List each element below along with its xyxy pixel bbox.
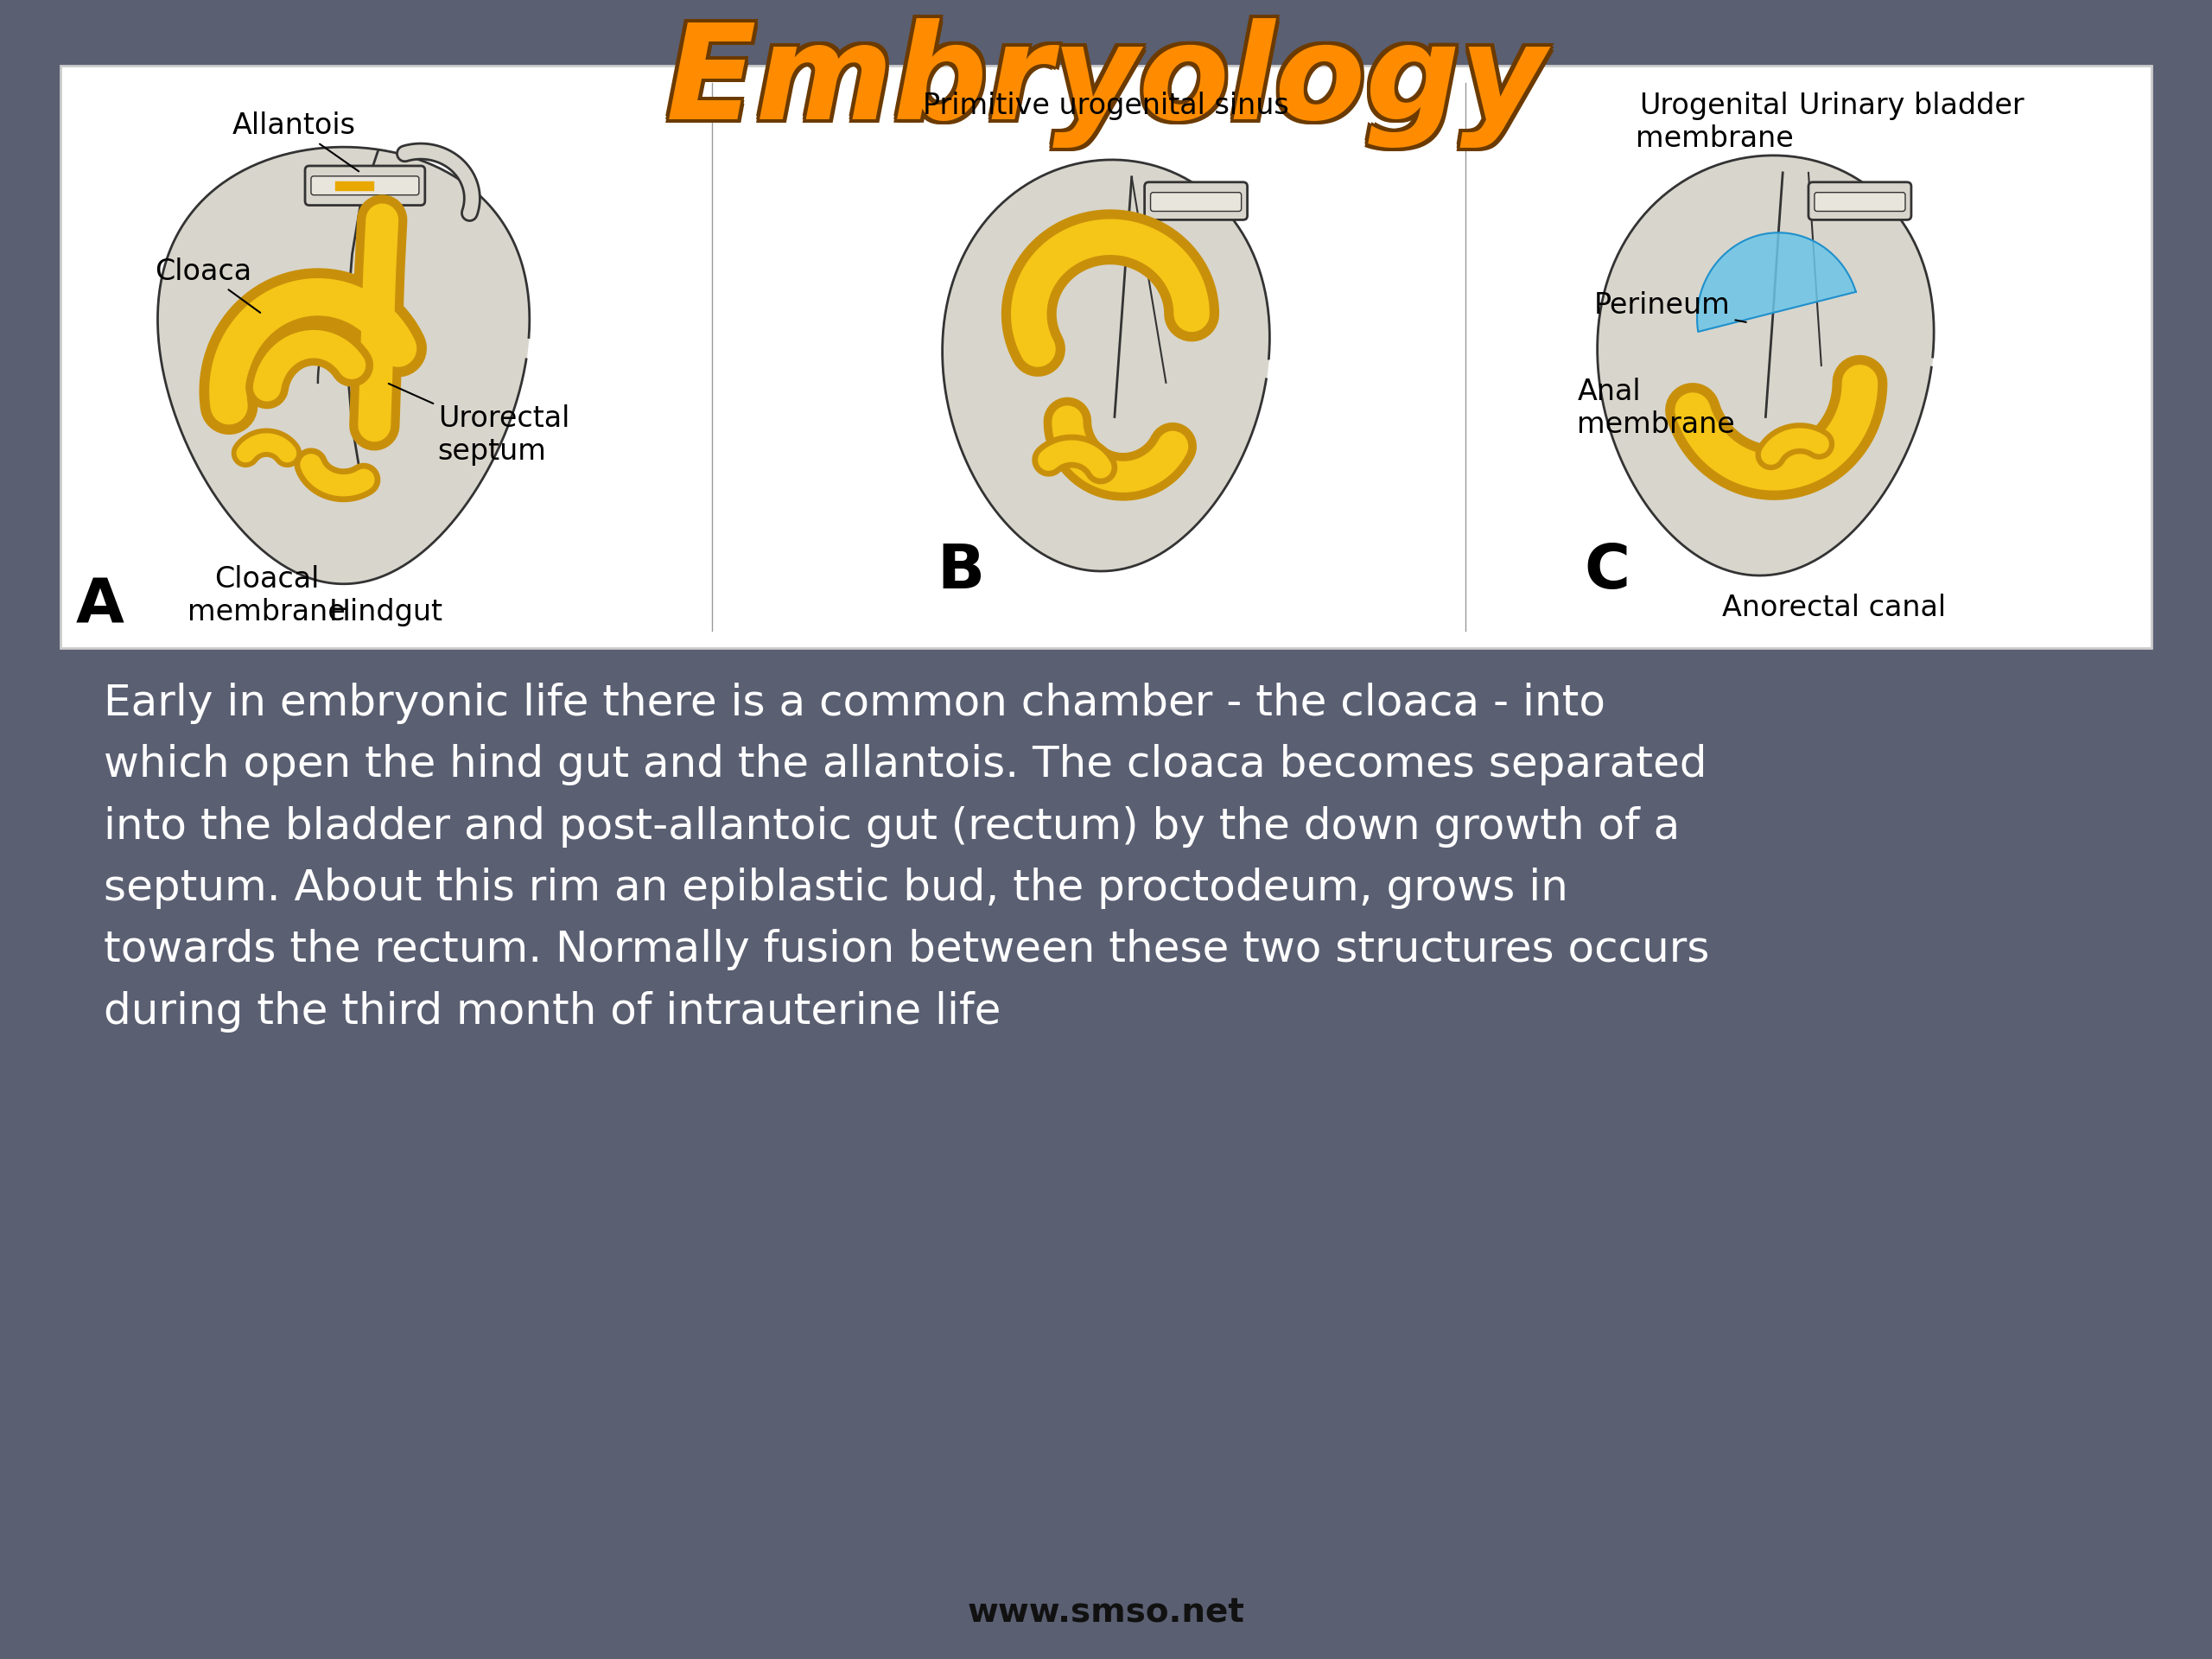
Text: Embryology: Embryology <box>668 20 1548 149</box>
FancyBboxPatch shape <box>312 176 418 196</box>
Polygon shape <box>157 148 529 584</box>
Text: Early in embryonic life there is a common chamber - the cloaca - into: Early in embryonic life there is a commo… <box>104 682 1606 723</box>
Text: Hindgut: Hindgut <box>330 599 442 627</box>
Polygon shape <box>1597 156 1933 576</box>
Text: Anorectal canal: Anorectal canal <box>1723 594 1947 622</box>
Text: Embryology: Embryology <box>661 15 1544 144</box>
Text: towards the rectum. Normally fusion between these two structures occurs: towards the rectum. Normally fusion betw… <box>104 929 1710 971</box>
Text: Embryology: Embryology <box>668 22 1551 151</box>
Text: C: C <box>1584 541 1630 601</box>
Text: Primitive urogenital sinus: Primitive urogenital sinus <box>922 91 1290 119</box>
FancyBboxPatch shape <box>1150 192 1241 211</box>
Text: Embryology: Embryology <box>668 15 1551 144</box>
Text: Embryology: Embryology <box>661 18 1544 148</box>
Text: Urogenital
membrane: Urogenital membrane <box>1635 91 1794 153</box>
Text: Perineum: Perineum <box>1595 292 1745 322</box>
Text: A: A <box>75 576 124 635</box>
Polygon shape <box>942 159 1270 571</box>
FancyBboxPatch shape <box>1144 182 1248 221</box>
FancyBboxPatch shape <box>305 166 425 206</box>
Text: Embryology: Embryology <box>666 18 1546 148</box>
Text: Embryology: Embryology <box>668 18 1551 148</box>
Text: Embryology: Embryology <box>666 15 1546 144</box>
Text: septum. About this rim an epiblastic bud, the proctodeum, grows in: septum. About this rim an epiblastic bud… <box>104 868 1568 909</box>
Text: Embryology: Embryology <box>661 22 1544 151</box>
Text: Urorectal
septum: Urorectal septum <box>389 383 568 466</box>
Text: Embryology: Embryology <box>668 17 1548 146</box>
Text: Cloaca: Cloaca <box>155 257 261 312</box>
Text: www.smso.net: www.smso.net <box>967 1596 1245 1629</box>
Text: Embryology: Embryology <box>664 20 1544 149</box>
Text: Embryology: Embryology <box>664 17 1544 146</box>
FancyBboxPatch shape <box>1809 182 1911 221</box>
Text: into the bladder and post-allantoic gut (rectum) by the down growth of a: into the bladder and post-allantoic gut … <box>104 806 1679 848</box>
FancyBboxPatch shape <box>1814 192 1905 211</box>
Text: Embryology: Embryology <box>666 22 1546 151</box>
Bar <box>62 66 2150 649</box>
Text: Urinary bladder: Urinary bladder <box>1798 91 2024 119</box>
Polygon shape <box>1697 232 1856 332</box>
Text: Anal
membrane: Anal membrane <box>1577 378 1734 440</box>
Text: Allantois: Allantois <box>232 111 358 171</box>
Text: Cloacal
membrane: Cloacal membrane <box>188 566 345 627</box>
Text: which open the hind gut and the allantois. The cloaca becomes separated: which open the hind gut and the allantoi… <box>104 745 1708 786</box>
Text: during the third month of intrauterine life: during the third month of intrauterine l… <box>104 990 1002 1032</box>
Text: B: B <box>936 541 984 601</box>
